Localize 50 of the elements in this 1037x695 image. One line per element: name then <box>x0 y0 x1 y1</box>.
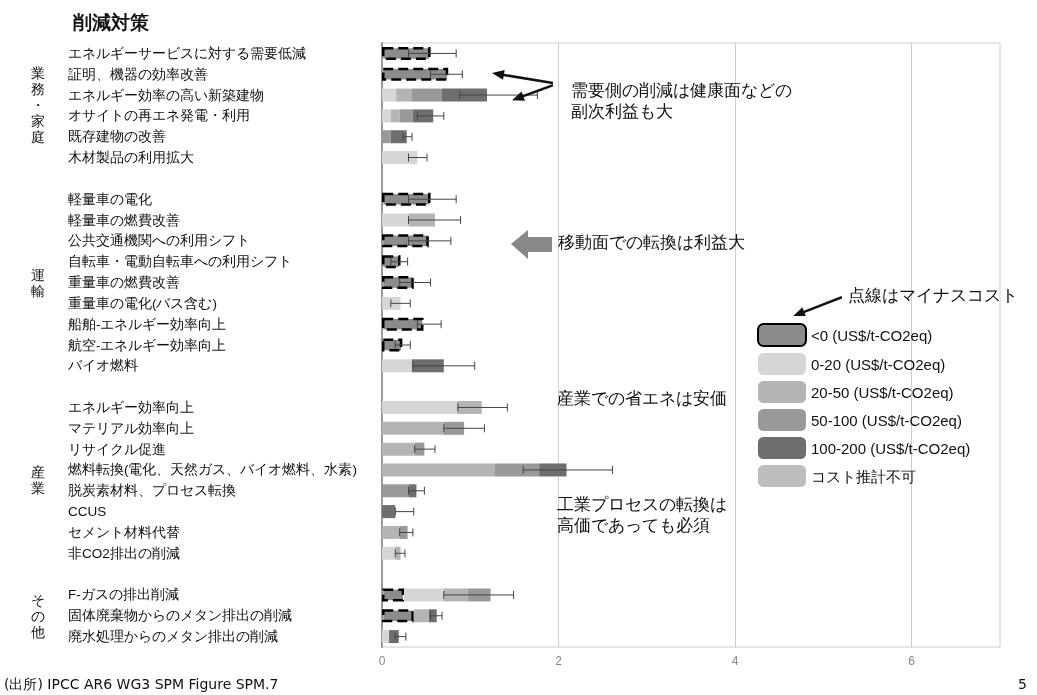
legend-label: <0 (US$/t-CO2eq) <box>811 326 933 344</box>
legend-label: コスト推計不可 <box>811 467 916 485</box>
y-tick-label: エネルギーサービスに対する需要低減 <box>68 45 306 61</box>
y-tick-label: 廃水処理からのメタン排出の削減 <box>68 629 278 645</box>
y-tick-label: 既存建物の改善 <box>68 128 166 145</box>
x-tick-label: 6 <box>908 654 916 668</box>
legend-label: 20-50 (US$/t-CO2eq) <box>811 383 954 401</box>
x-tick-label: 2 <box>555 654 563 668</box>
x-tick-label: 4 <box>731 654 739 668</box>
y-tick-label: 証明、機器の効率改善 <box>68 65 208 82</box>
y-tick-label: リサイクル促進 <box>68 441 166 457</box>
y-tick-label: 軽量車の電化 <box>68 191 152 207</box>
y-tick-label: 重量車の燃費改善 <box>68 274 180 291</box>
y-tick-label: 船舶-エネルギー効率向上 <box>68 316 227 332</box>
y-tick-label: バイオ燃料 <box>67 358 138 374</box>
legend-label: 100-200 (US$/t-CO2eq) <box>811 439 971 457</box>
annotation: 産業での省エネは安価 <box>557 388 727 409</box>
text: (出所) IPCC AR6 WG3 SPM Figure SPM.7 <box>4 675 279 694</box>
text: 業務・家庭 <box>30 65 46 146</box>
text: その他 <box>30 590 46 642</box>
text: 削減対策 <box>72 12 149 33</box>
annotation: 高価であっても必須 <box>557 515 710 536</box>
y-tick-label: CCUS <box>68 504 107 520</box>
y-tick-label: F-ガスの排出削減 <box>68 587 179 603</box>
y-tick-label: 航空-エネルギー効率向上 <box>68 337 227 353</box>
y-tick-label: セメント材料代替 <box>68 524 180 540</box>
y-tick-label: 燃料転換(電化、天然ガス、バイオ燃料、水素) <box>68 462 357 478</box>
y-tick-label: オサイトの再エネ発電・利用 <box>68 108 250 124</box>
annotation: 移動面での転換は利益大 <box>558 232 745 253</box>
legend-label: 0-20 (US$/t-CO2eq) <box>811 355 946 373</box>
y-tick-label: 木材製品の利用拡大 <box>68 150 194 166</box>
y-tick-label: 固体廃棄物からのメタン排出の削減 <box>68 608 292 624</box>
y-tick-label: 自転車・電動自転車への利用シフト <box>68 254 292 270</box>
annotation: 需要側の削減は健康面などの <box>571 80 792 101</box>
y-tick-label: 重量車の電化(バス含む) <box>68 295 217 311</box>
text: 産業 <box>30 463 46 499</box>
y-tick-label: エネルギー効率向上 <box>68 399 194 415</box>
legend-label: 50-100 (US$/t-CO2eq) <box>811 411 962 429</box>
annotation: 副次利益も大 <box>571 101 673 122</box>
y-tick-label: 脱炭素材料、プロセス転換 <box>68 483 236 499</box>
x-tick-label: 0 <box>378 654 386 668</box>
y-tick-label: 軽量車の燃費改善 <box>68 211 180 228</box>
y-tick-label: マテリアル効率向上 <box>68 420 194 436</box>
text: 5 <box>1018 675 1027 694</box>
y-tick-label: エネルギー効率の高い新築建物 <box>68 87 264 103</box>
y-tick-label: 公共交通機関への利用シフト <box>68 233 250 249</box>
text: 運輸 <box>30 265 46 301</box>
annotation: 工業プロセスの転換は <box>557 494 727 515</box>
annotation: 点線はマイナスコスト <box>848 285 1018 306</box>
y-tick-label: 非CO2排出の削減 <box>68 545 180 561</box>
